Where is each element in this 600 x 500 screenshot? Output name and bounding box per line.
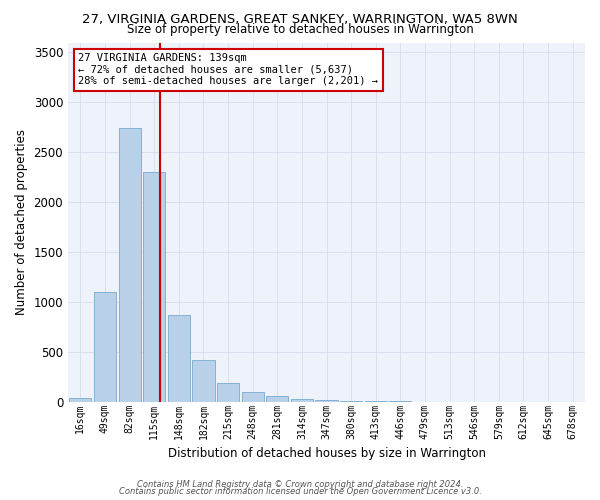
Text: 27 VIRGINIA GARDENS: 139sqm
← 72% of detached houses are smaller (5,637)
28% of : 27 VIRGINIA GARDENS: 139sqm ← 72% of det…	[79, 54, 379, 86]
Bar	[266, 396, 289, 402]
Bar	[119, 128, 140, 402]
Bar	[193, 360, 215, 402]
Text: 27, VIRGINIA GARDENS, GREAT SANKEY, WARRINGTON, WA5 8WN: 27, VIRGINIA GARDENS, GREAT SANKEY, WARR…	[82, 12, 518, 26]
Bar	[316, 400, 338, 402]
Bar	[69, 398, 91, 402]
X-axis label: Distribution of detached houses by size in Warrington: Distribution of detached houses by size …	[167, 447, 485, 460]
Bar	[389, 401, 412, 402]
Text: Contains public sector information licensed under the Open Government Licence v3: Contains public sector information licen…	[119, 488, 481, 496]
Y-axis label: Number of detached properties: Number of detached properties	[15, 130, 28, 316]
Bar	[242, 392, 264, 402]
Text: Size of property relative to detached houses in Warrington: Size of property relative to detached ho…	[127, 22, 473, 36]
Text: Contains HM Land Registry data © Crown copyright and database right 2024.: Contains HM Land Registry data © Crown c…	[137, 480, 463, 489]
Bar	[340, 400, 362, 402]
Bar	[217, 383, 239, 402]
Bar	[143, 172, 165, 402]
Bar	[291, 398, 313, 402]
Bar	[365, 401, 387, 402]
Bar	[168, 315, 190, 402]
Bar	[94, 292, 116, 402]
